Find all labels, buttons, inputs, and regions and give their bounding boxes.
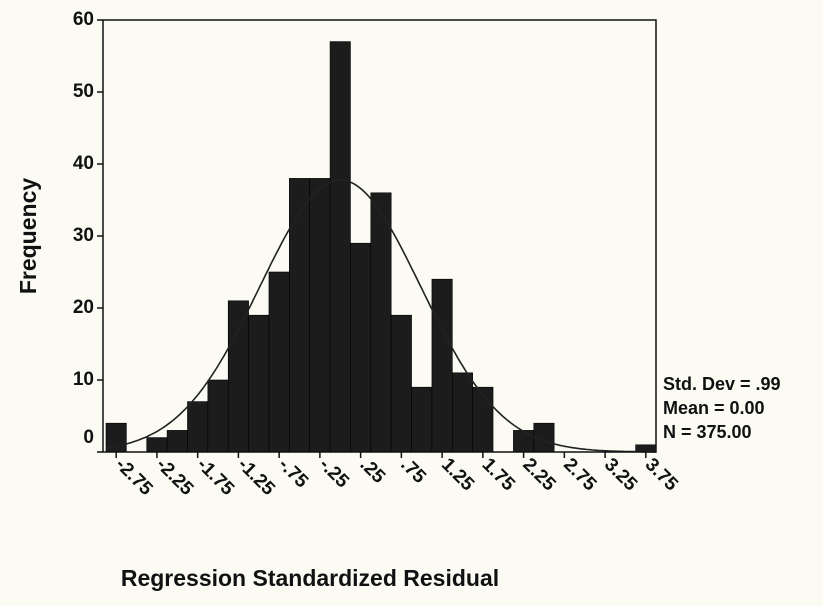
bar [330,42,350,452]
stat-label: Mean = 0.00 [663,398,765,418]
background [0,0,823,601]
y-axis-title: Frequency [15,178,41,295]
bar [269,272,289,452]
bar [473,387,493,452]
y-tick-label: 20 [73,297,94,318]
bar [249,315,269,452]
bar [412,387,432,452]
stat-label: Std. Dev = .99 [663,374,781,394]
y-tick-label: 0 [83,427,94,448]
bar [432,279,452,452]
bar [513,430,533,452]
bar [147,438,167,452]
bar [310,178,330,452]
y-tick-label: 50 [73,81,94,102]
y-tick-label: 30 [73,225,94,246]
y-tick-label: 40 [73,153,94,174]
x-axis-title: Regression Standardized Residual [121,565,499,591]
bar [208,380,228,452]
bar [167,430,187,452]
bar [391,315,411,452]
bar [228,301,248,452]
bar [371,193,391,452]
bar [187,402,207,452]
bar [289,178,309,452]
chart: Regression Standardized Residual Frequen… [0,0,823,601]
stat-label: N = 375.00 [663,422,752,442]
y-tick-label: 10 [73,369,94,390]
bar [350,243,370,452]
y-tick-label: 60 [73,9,94,30]
bar [452,373,472,452]
